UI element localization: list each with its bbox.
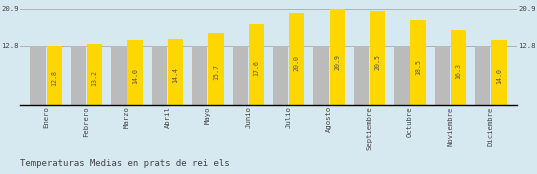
- Bar: [434, 46, 450, 105]
- Text: 13.2: 13.2: [92, 70, 98, 86]
- Text: 14.0: 14.0: [132, 68, 138, 84]
- Text: 12.8: 12.8: [518, 43, 536, 49]
- Bar: [475, 46, 490, 105]
- Text: 12.8: 12.8: [51, 70, 57, 86]
- Bar: [71, 46, 86, 105]
- Bar: [249, 24, 264, 105]
- Text: 15.7: 15.7: [213, 64, 219, 80]
- Bar: [354, 46, 369, 105]
- Text: 18.5: 18.5: [415, 59, 421, 75]
- Text: 20.0: 20.0: [294, 56, 300, 72]
- Bar: [208, 33, 223, 105]
- Text: 16.3: 16.3: [455, 63, 461, 79]
- Bar: [31, 46, 46, 105]
- Bar: [330, 9, 345, 105]
- Bar: [370, 11, 386, 105]
- Text: 20.9: 20.9: [334, 54, 340, 70]
- Bar: [289, 13, 304, 105]
- Text: 12.8: 12.8: [1, 43, 19, 49]
- Bar: [168, 39, 183, 105]
- Bar: [151, 46, 167, 105]
- Bar: [111, 46, 127, 105]
- Bar: [410, 20, 426, 105]
- Text: 20.9: 20.9: [518, 6, 536, 12]
- Bar: [491, 41, 506, 105]
- Bar: [192, 46, 207, 105]
- Bar: [87, 44, 103, 105]
- Text: 14.4: 14.4: [172, 67, 178, 83]
- Bar: [451, 30, 466, 105]
- Text: 17.6: 17.6: [253, 60, 259, 76]
- Text: Temperaturas Medias en prats de rei els: Temperaturas Medias en prats de rei els: [20, 159, 229, 168]
- Bar: [314, 46, 329, 105]
- Text: 20.5: 20.5: [375, 54, 381, 70]
- Bar: [127, 41, 143, 105]
- Bar: [394, 46, 410, 105]
- Bar: [273, 46, 288, 105]
- Text: 20.9: 20.9: [1, 6, 19, 12]
- Text: 14.0: 14.0: [496, 68, 502, 84]
- Bar: [233, 46, 248, 105]
- Bar: [47, 46, 62, 105]
